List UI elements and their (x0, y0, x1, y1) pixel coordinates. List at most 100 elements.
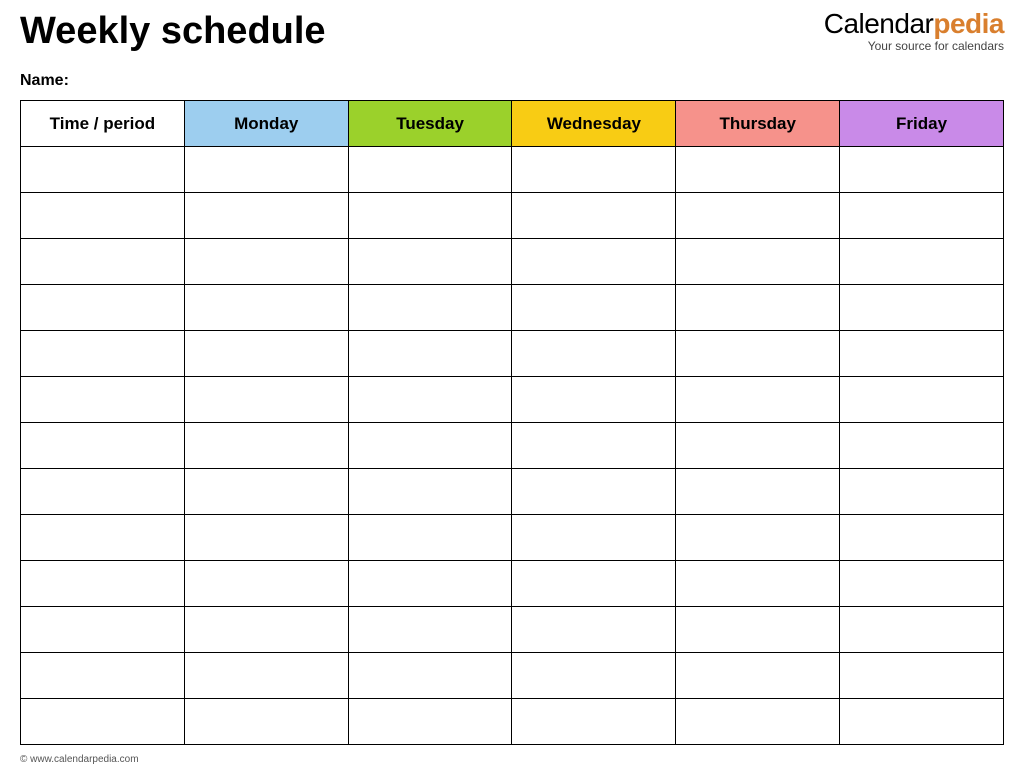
schedule-cell[interactable] (348, 193, 512, 239)
schedule-cell[interactable] (840, 699, 1004, 745)
schedule-cell[interactable] (676, 561, 840, 607)
name-label: Name: (20, 72, 1004, 90)
schedule-cell[interactable] (840, 607, 1004, 653)
time-cell[interactable] (21, 377, 185, 423)
schedule-cell[interactable] (348, 423, 512, 469)
schedule-cell[interactable] (676, 193, 840, 239)
top-row: Weekly schedule Calendarpedia Your sourc… (20, 10, 1004, 70)
time-cell[interactable] (21, 469, 185, 515)
schedule-cell[interactable] (512, 285, 676, 331)
schedule-cell[interactable] (676, 699, 840, 745)
schedule-cell[interactable] (348, 331, 512, 377)
schedule-cell[interactable] (512, 515, 676, 561)
table-row (21, 699, 1004, 745)
table-row (21, 653, 1004, 699)
schedule-cell[interactable] (840, 653, 1004, 699)
header-row: Time / period MondayTuesdayWednesdayThur… (21, 101, 1004, 147)
schedule-cell[interactable] (840, 423, 1004, 469)
day-header-friday: Friday (840, 101, 1004, 147)
day-header-thursday: Thursday (676, 101, 840, 147)
schedule-cell[interactable] (184, 423, 348, 469)
schedule-cell[interactable] (840, 377, 1004, 423)
time-cell[interactable] (21, 515, 185, 561)
schedule-cell[interactable] (676, 147, 840, 193)
page-title: Weekly schedule (20, 10, 326, 50)
table-row (21, 331, 1004, 377)
table-row (21, 147, 1004, 193)
schedule-cell[interactable] (676, 607, 840, 653)
table-row (21, 561, 1004, 607)
schedule-cell[interactable] (676, 515, 840, 561)
schedule-cell[interactable] (184, 239, 348, 285)
schedule-cell[interactable] (184, 699, 348, 745)
schedule-table: Time / period MondayTuesdayWednesdayThur… (20, 100, 1004, 745)
schedule-cell[interactable] (184, 147, 348, 193)
schedule-cell[interactable] (512, 423, 676, 469)
table-row (21, 193, 1004, 239)
schedule-cell[interactable] (348, 515, 512, 561)
schedule-cell[interactable] (676, 285, 840, 331)
schedule-cell[interactable] (512, 377, 676, 423)
schedule-cell[interactable] (840, 331, 1004, 377)
schedule-cell[interactable] (512, 469, 676, 515)
schedule-cell[interactable] (184, 607, 348, 653)
schedule-cell[interactable] (840, 193, 1004, 239)
table-row (21, 239, 1004, 285)
schedule-cell[interactable] (512, 147, 676, 193)
schedule-cell[interactable] (840, 239, 1004, 285)
schedule-cell[interactable] (512, 699, 676, 745)
schedule-cell[interactable] (676, 423, 840, 469)
time-cell[interactable] (21, 331, 185, 377)
schedule-cell[interactable] (840, 561, 1004, 607)
schedule-cell[interactable] (676, 469, 840, 515)
time-cell[interactable] (21, 423, 185, 469)
schedule-cell[interactable] (348, 147, 512, 193)
schedule-cell[interactable] (676, 331, 840, 377)
schedule-cell[interactable] (184, 377, 348, 423)
brand-block: Calendarpedia Your source for calendars (824, 10, 1004, 52)
schedule-cell[interactable] (184, 469, 348, 515)
schedule-cell[interactable] (676, 239, 840, 285)
time-cell[interactable] (21, 653, 185, 699)
schedule-cell[interactable] (184, 193, 348, 239)
schedule-cell[interactable] (840, 515, 1004, 561)
time-cell[interactable] (21, 607, 185, 653)
table-row (21, 285, 1004, 331)
schedule-cell[interactable] (184, 561, 348, 607)
schedule-cell[interactable] (348, 561, 512, 607)
schedule-cell[interactable] (184, 653, 348, 699)
schedule-cell[interactable] (676, 377, 840, 423)
schedule-cell[interactable] (512, 607, 676, 653)
time-cell[interactable] (21, 239, 185, 285)
schedule-cell[interactable] (840, 147, 1004, 193)
schedule-cell[interactable] (348, 285, 512, 331)
schedule-cell[interactable] (348, 607, 512, 653)
day-header-tuesday: Tuesday (348, 101, 512, 147)
schedule-cell[interactable] (348, 653, 512, 699)
schedule-cell[interactable] (184, 515, 348, 561)
time-cell[interactable] (21, 561, 185, 607)
table-row (21, 469, 1004, 515)
schedule-cell[interactable] (184, 285, 348, 331)
schedule-cell[interactable] (840, 285, 1004, 331)
footer-copyright: © www.calendarpedia.com (20, 754, 139, 765)
schedule-cell[interactable] (512, 561, 676, 607)
schedule-cell[interactable] (676, 653, 840, 699)
schedule-cell[interactable] (348, 699, 512, 745)
schedule-cell[interactable] (512, 239, 676, 285)
time-cell[interactable] (21, 147, 185, 193)
brand-name: Calendarpedia (824, 10, 1004, 38)
schedule-cell[interactable] (184, 331, 348, 377)
time-period-header: Time / period (21, 101, 185, 147)
schedule-body (21, 147, 1004, 745)
schedule-cell[interactable] (348, 377, 512, 423)
time-cell[interactable] (21, 193, 185, 239)
schedule-cell[interactable] (348, 239, 512, 285)
schedule-cell[interactable] (512, 653, 676, 699)
time-cell[interactable] (21, 699, 185, 745)
schedule-cell[interactable] (512, 331, 676, 377)
time-cell[interactable] (21, 285, 185, 331)
schedule-cell[interactable] (348, 469, 512, 515)
schedule-cell[interactable] (512, 193, 676, 239)
schedule-cell[interactable] (840, 469, 1004, 515)
